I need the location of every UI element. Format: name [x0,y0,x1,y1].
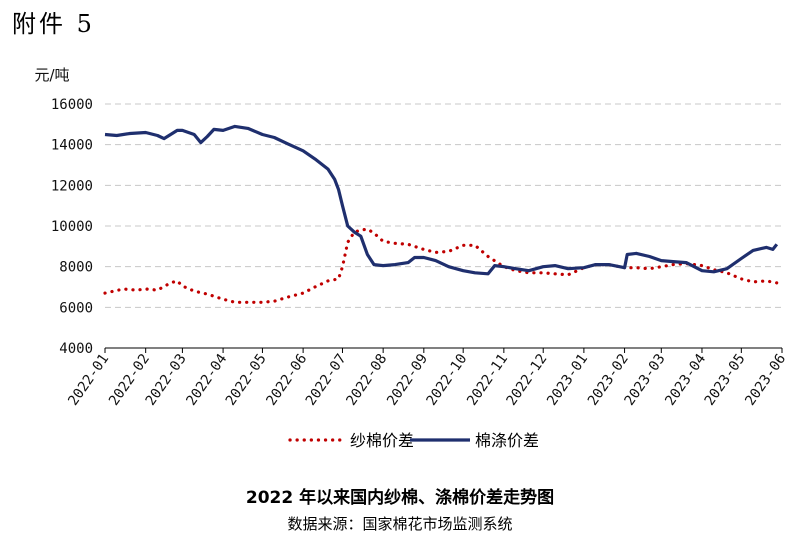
y-tick-label: 12000 [51,178,93,194]
chart-title: 2022 年以来国内纱棉、涤棉价差走势图 [245,488,555,508]
legend-label: 棉涤价差 [475,431,539,450]
x-axis: 2022-012022-022022-032022-042022-052022-… [65,347,789,409]
legend-label: 纱棉价差 [350,431,414,450]
y-tick-label: 8000 [59,260,93,276]
attachment-label: 附件 5 [12,10,95,38]
chart-source: 数据来源：国家棉花市场监测系统 [287,515,513,533]
y-tick-label: 16000 [51,97,93,113]
chart-grid [105,103,782,308]
series-line-yarn-cotton-spread [103,227,779,304]
y-tick-label: 14000 [51,138,93,154]
chart-series [103,124,779,304]
chart-legend: 纱棉价差 棉涤价差 [288,431,539,450]
y-tick-label: 4000 [59,341,93,357]
y-axis-label: 元/吨 [34,66,69,84]
series-line-cotton-polyester-spread [104,124,779,276]
y-tick-label: 6000 [59,300,93,316]
y-tick-label: 10000 [51,219,93,235]
y-axis-ticks: 4000 6000 8000 10000 12000 14000 16000 [51,97,93,357]
x-tick-label: 2023-06 [742,351,789,409]
